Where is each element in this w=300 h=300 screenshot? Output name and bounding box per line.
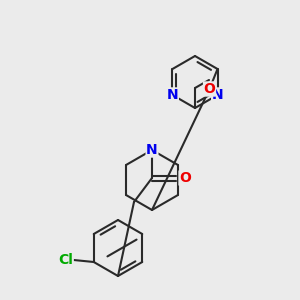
Text: N: N	[167, 88, 178, 102]
Text: N: N	[212, 88, 223, 102]
Text: Cl: Cl	[58, 253, 73, 267]
Text: O: O	[204, 82, 215, 96]
Text: N: N	[146, 143, 158, 157]
Text: O: O	[179, 171, 191, 185]
